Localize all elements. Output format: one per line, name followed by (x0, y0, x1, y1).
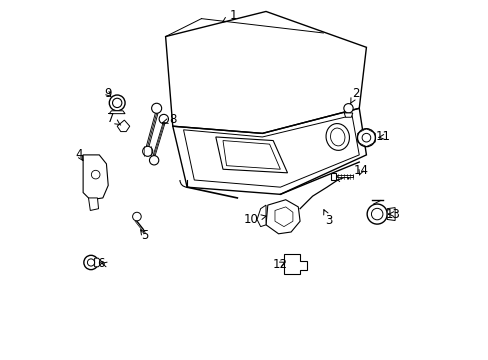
Circle shape (109, 95, 125, 111)
Text: 7: 7 (107, 112, 121, 125)
Text: 5: 5 (141, 229, 148, 242)
Text: 2: 2 (350, 87, 359, 103)
Polygon shape (94, 258, 102, 267)
Polygon shape (83, 155, 108, 200)
Circle shape (151, 103, 162, 113)
Text: 3: 3 (323, 210, 332, 227)
Polygon shape (117, 120, 129, 132)
Circle shape (149, 156, 159, 165)
Circle shape (132, 212, 141, 221)
Text: 12: 12 (272, 258, 287, 271)
Polygon shape (344, 113, 352, 117)
Text: 8: 8 (162, 113, 176, 126)
Polygon shape (88, 198, 99, 211)
Polygon shape (386, 208, 394, 221)
Circle shape (366, 204, 386, 224)
Circle shape (343, 104, 352, 113)
Circle shape (142, 146, 152, 156)
Text: 9: 9 (103, 87, 111, 100)
Circle shape (159, 114, 168, 124)
Text: 13: 13 (385, 208, 400, 221)
Text: 11: 11 (375, 130, 389, 144)
Text: 10: 10 (244, 213, 265, 226)
Circle shape (357, 129, 375, 147)
Circle shape (91, 170, 100, 179)
Polygon shape (265, 200, 300, 234)
Circle shape (83, 255, 98, 270)
Polygon shape (284, 254, 306, 274)
Text: 14: 14 (353, 164, 368, 177)
Text: 4: 4 (76, 148, 83, 161)
Polygon shape (330, 173, 335, 180)
Polygon shape (109, 111, 125, 114)
Polygon shape (257, 205, 265, 226)
Text: 1: 1 (222, 9, 237, 22)
Text: 6: 6 (97, 257, 107, 270)
